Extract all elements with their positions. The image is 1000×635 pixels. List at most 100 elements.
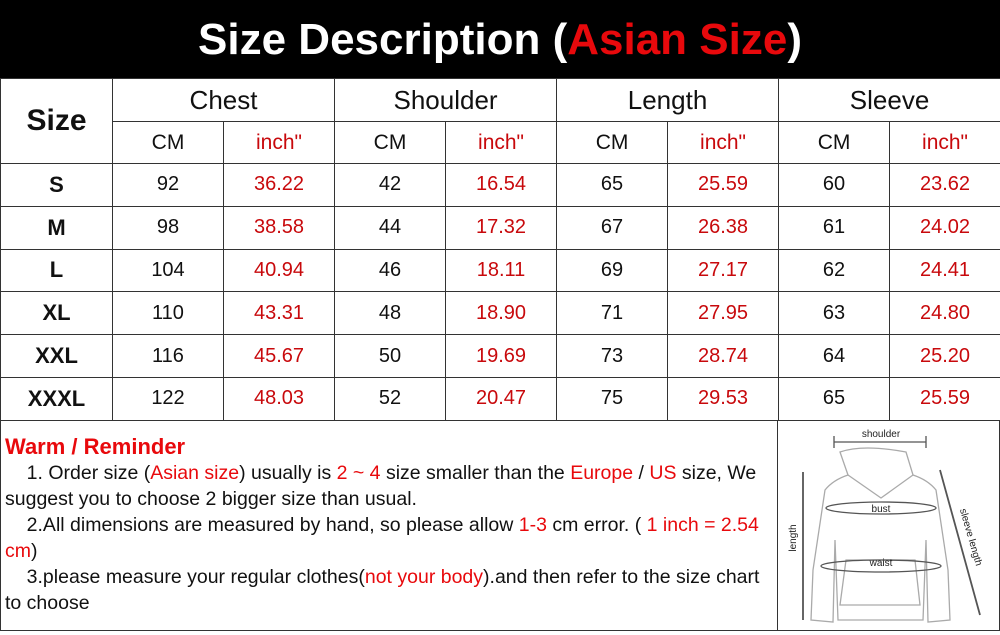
reminder-text-segment: 2.All dimensions are measured by hand, s…: [5, 514, 519, 536]
inch-value-cell: 45.67: [224, 335, 335, 378]
cm-value-cell: 64: [779, 335, 890, 378]
group-length: Length: [557, 79, 779, 122]
cm-value-cell: 62: [779, 249, 890, 292]
inch-value-cell: 43.31: [224, 292, 335, 335]
unit-cm: CM: [113, 122, 224, 164]
hoodie-diagram: shoulder bust waist length sleeve length: [777, 420, 1000, 630]
reminder-text: Warm / Reminder 1. Order size (Asian siz…: [5, 434, 775, 616]
label-bust: bust: [872, 504, 891, 515]
inch-value-cell: 25.20: [890, 335, 1000, 378]
cm-value-cell: 116: [113, 335, 224, 378]
cm-value-cell: 44: [335, 206, 446, 249]
cm-value-cell: 61: [779, 206, 890, 249]
cm-value-cell: 67: [557, 206, 668, 249]
cm-value-cell: 42: [335, 164, 446, 207]
reminder-text-segment: 1. Order size (: [5, 462, 150, 484]
inch-value-cell: 25.59: [890, 377, 1000, 420]
inch-value-cell: 25.59: [668, 164, 779, 207]
cm-value-cell: 50: [335, 335, 446, 378]
inch-value-cell: 20.47: [446, 377, 557, 420]
inch-value-cell: 18.11: [446, 249, 557, 292]
reminder-text-segment: ): [31, 540, 38, 562]
cm-value-cell: 65: [779, 377, 890, 420]
size-header: Size: [1, 79, 113, 164]
reminder-text-segment: cm error. (: [547, 514, 647, 536]
size-cell: XL: [1, 292, 113, 335]
inch-value-cell: 27.17: [668, 249, 779, 292]
cm-value-cell: 92: [113, 164, 224, 207]
group-shoulder: Shoulder: [335, 79, 557, 122]
reminder-item: 1. Order size (Asian size) usually is 2 …: [5, 460, 775, 512]
cm-value-cell: 46: [335, 249, 446, 292]
reminder-item: 3.please measure your regular clothes(no…: [5, 564, 775, 616]
highlight-text: Asian size: [150, 462, 239, 484]
label-length: length: [788, 524, 799, 551]
size-cell: XXXL: [1, 377, 113, 420]
cm-value-cell: 122: [113, 377, 224, 420]
highlight-text: US: [649, 462, 676, 484]
inch-value-cell: 36.22: [224, 164, 335, 207]
inch-value-cell: 48.03: [224, 377, 335, 420]
inch-value-cell: 24.41: [890, 249, 1000, 292]
inch-value-cell: 23.62: [890, 164, 1000, 207]
title-highlight: Asian Size: [567, 15, 787, 64]
reminder-heading: Warm / Reminder: [5, 434, 775, 460]
reminder-section: Warm / Reminder 1. Order size (Asian siz…: [0, 420, 1000, 631]
size-cell: M: [1, 206, 113, 249]
inch-value-cell: 16.54: [446, 164, 557, 207]
label-waist: waist: [869, 558, 893, 569]
hoodie-illustration: shoulder bust waist length sleeve length: [778, 420, 1000, 630]
inch-value-cell: 24.02: [890, 206, 1000, 249]
unit-cm: CM: [779, 122, 890, 164]
inch-value-cell: 18.90: [446, 292, 557, 335]
unit-inch: inch": [446, 122, 557, 164]
inch-value-cell: 19.69: [446, 335, 557, 378]
cm-value-cell: 63: [779, 292, 890, 335]
inch-value-cell: 28.74: [668, 335, 779, 378]
cm-value-cell: 69: [557, 249, 668, 292]
inch-value-cell: 24.80: [890, 292, 1000, 335]
label-sleeve-length: sleeve length: [957, 507, 984, 567]
inch-value-cell: 29.53: [668, 377, 779, 420]
unit-cm: CM: [335, 122, 446, 164]
reminder-text-segment: ) usually is: [239, 462, 337, 484]
cm-value-cell: 71: [557, 292, 668, 335]
reminder-text-segment: 3.please measure your regular clothes(: [5, 566, 365, 588]
unit-inch: inch": [668, 122, 779, 164]
highlight-text: Europe: [570, 462, 633, 484]
highlight-text: 1-3: [519, 514, 547, 536]
highlight-text: 2 ~ 4: [337, 462, 381, 484]
title-text: Size Description (: [198, 15, 567, 64]
reminder-text-segment: /: [633, 462, 649, 484]
cm-value-cell: 110: [113, 292, 224, 335]
cm-value-cell: 98: [113, 206, 224, 249]
cm-value-cell: 104: [113, 249, 224, 292]
cm-value-cell: 52: [335, 377, 446, 420]
group-chest: Chest: [113, 79, 335, 122]
cm-value-cell: 60: [779, 164, 890, 207]
cm-value-cell: 73: [557, 335, 668, 378]
size-cell: XXL: [1, 335, 113, 378]
inch-value-cell: 40.94: [224, 249, 335, 292]
unit-inch: inch": [224, 122, 335, 164]
group-sleeve: Sleeve: [779, 79, 1000, 122]
cm-value-cell: 75: [557, 377, 668, 420]
cm-value-cell: 48: [335, 292, 446, 335]
title-suffix: ): [787, 15, 802, 64]
inch-value-cell: 38.58: [224, 206, 335, 249]
page-title: Size Description (Asian Size): [0, 0, 1000, 78]
inch-value-cell: 26.38: [668, 206, 779, 249]
reminder-item: 2.All dimensions are measured by hand, s…: [5, 512, 775, 564]
label-shoulder: shoulder: [862, 429, 901, 440]
inch-value-cell: 27.95: [668, 292, 779, 335]
cm-value-cell: 65: [557, 164, 668, 207]
unit-cm: CM: [557, 122, 668, 164]
size-cell: S: [1, 164, 113, 207]
